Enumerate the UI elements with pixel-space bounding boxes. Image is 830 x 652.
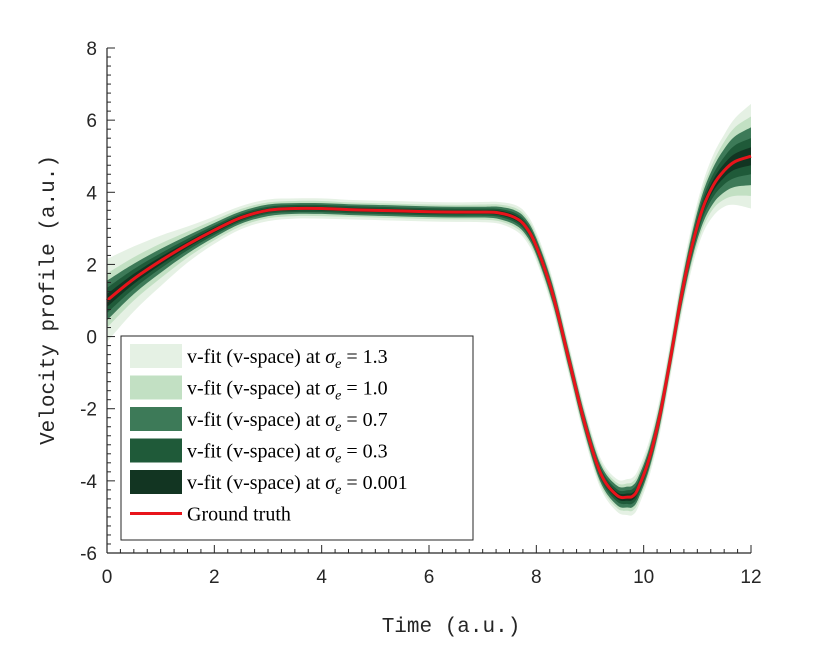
legend-relation: =	[341, 346, 362, 368]
legend-sigma-sub: e	[335, 452, 341, 467]
y-tick-label: 4	[86, 183, 97, 204]
legend-entry-label: v-fit (v-space) at σe = 1.3	[187, 346, 388, 372]
legend-entry-label: v-fit (v-space) at σe = 0.7	[187, 409, 388, 435]
legend: v-fit (v-space) at σe = 1.3v-fit (v-spac…	[120, 335, 474, 541]
legend-sigma-sub: e	[335, 420, 341, 435]
legend-value: 1.3	[363, 346, 388, 368]
legend-relation: =	[341, 441, 362, 463]
x-axis-label: Time (a.u.)	[382, 616, 521, 639]
x-tick-label: 8	[531, 567, 542, 588]
y-tick-label: 2	[86, 255, 97, 276]
y-tick-label: -4	[80, 472, 97, 493]
axes: 0 2 4 6 8 10 12 -6 -4 -2 0 2 4 6 8	[80, 39, 761, 588]
y-tick-label: -2	[80, 400, 97, 421]
legend-prefix: v-fit (v-space) at	[187, 472, 325, 494]
x-tick-label: 10	[633, 567, 654, 588]
x-tick-label: 6	[424, 567, 435, 588]
legend-truth-label: Ground truth	[187, 504, 291, 526]
legend-relation: =	[341, 472, 362, 494]
legend-sigma-sub: e	[335, 389, 341, 404]
x-tick-label: 4	[316, 567, 327, 588]
legend-entry-label: v-fit (v-space) at σe = 0.001	[187, 472, 408, 498]
legend-swatch	[130, 407, 182, 431]
y-tick-label: -6	[80, 544, 97, 565]
legend-value: 0.3	[363, 441, 388, 463]
legend-sigma-sub: e	[335, 357, 341, 372]
legend-entry-label: v-fit (v-space) at σe = 1.0	[187, 378, 388, 404]
y-tick-label: 0	[86, 328, 97, 349]
legend-relation: =	[341, 378, 362, 400]
legend-swatch	[130, 438, 182, 463]
legend-swatch	[130, 375, 182, 400]
ground-truth-layer	[106, 154, 752, 500]
legend-box	[120, 335, 474, 541]
x-tick-label: 12	[740, 567, 761, 588]
y-tick-label: 6	[86, 111, 97, 132]
legend-prefix: v-fit (v-space) at	[187, 346, 325, 368]
legend-sigma: σ	[325, 346, 336, 368]
legend-prefix: v-fit (v-space) at	[187, 409, 325, 431]
legend-sigma: σ	[325, 472, 336, 494]
legend-entry-label: v-fit (v-space) at σe = 0.3	[187, 441, 388, 467]
legend-prefix: v-fit (v-space) at	[187, 378, 325, 400]
legend-swatch	[130, 344, 182, 368]
y-axis-label: Velocity profile (a.u.)	[38, 155, 61, 445]
legend-value: 1.0	[363, 378, 388, 400]
legend-value: 0.001	[363, 472, 408, 494]
legend-swatch	[130, 470, 182, 494]
legend-sigma: σ	[325, 441, 336, 463]
ground-truth-line	[106, 154, 752, 500]
legend-sigma: σ	[325, 409, 336, 431]
legend-prefix: v-fit (v-space) at	[187, 441, 325, 463]
legend-sigma: σ	[325, 378, 336, 400]
legend-sigma-sub: e	[335, 483, 341, 498]
x-tick-label: 2	[209, 567, 220, 588]
legend-value: 0.7	[363, 409, 388, 431]
x-tick-label: 0	[102, 567, 113, 588]
legend-relation: =	[341, 409, 362, 431]
y-tick-label: 8	[86, 39, 97, 60]
